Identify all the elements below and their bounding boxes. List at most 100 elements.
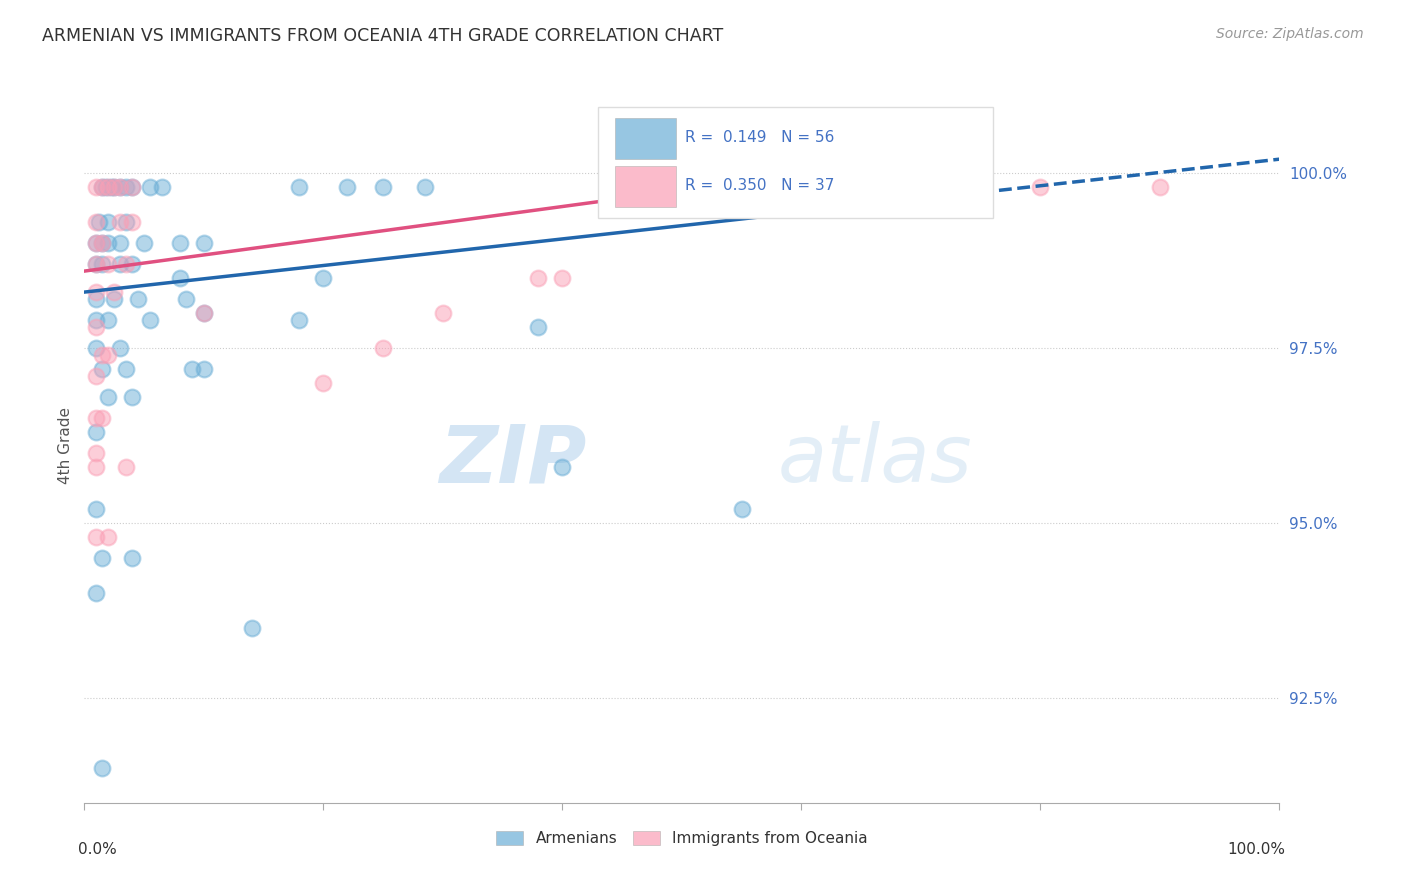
- Point: [551, 271, 574, 285]
- Point: [121, 180, 143, 194]
- Text: Source: ZipAtlas.com: Source: ZipAtlas.com: [1216, 27, 1364, 41]
- Point: [86, 257, 108, 271]
- Point: [97, 390, 120, 404]
- Point: [97, 530, 120, 544]
- Point: [110, 341, 132, 355]
- Point: [86, 502, 108, 516]
- Point: [373, 180, 395, 194]
- Point: [86, 425, 108, 439]
- Point: [181, 362, 204, 376]
- Point: [527, 320, 550, 334]
- Point: [193, 236, 215, 251]
- Point: [87, 215, 110, 229]
- Y-axis label: 4th Grade: 4th Grade: [58, 408, 73, 484]
- Point: [103, 292, 125, 306]
- Point: [103, 285, 125, 299]
- FancyBboxPatch shape: [614, 166, 676, 207]
- Point: [1029, 180, 1052, 194]
- Text: 100.0%: 100.0%: [1227, 842, 1285, 857]
- Point: [97, 180, 120, 194]
- Point: [86, 257, 108, 271]
- Point: [373, 341, 395, 355]
- Point: [86, 292, 108, 306]
- FancyBboxPatch shape: [614, 118, 676, 159]
- Point: [115, 215, 138, 229]
- Point: [91, 550, 114, 565]
- Text: R =  0.350   N = 37: R = 0.350 N = 37: [686, 178, 835, 193]
- Point: [312, 271, 335, 285]
- Point: [110, 180, 132, 194]
- Point: [336, 180, 359, 194]
- Point: [94, 180, 117, 194]
- Point: [91, 348, 114, 362]
- Point: [413, 180, 436, 194]
- Text: R =  0.149   N = 56: R = 0.149 N = 56: [686, 130, 835, 145]
- Point: [86, 460, 108, 475]
- Point: [115, 460, 138, 475]
- Point: [110, 236, 132, 251]
- Point: [86, 341, 108, 355]
- Point: [86, 236, 108, 251]
- Point: [97, 215, 120, 229]
- Point: [86, 530, 108, 544]
- Point: [115, 180, 138, 194]
- Point: [790, 180, 813, 194]
- Point: [100, 180, 122, 194]
- Point: [121, 180, 143, 194]
- Text: ARMENIAN VS IMMIGRANTS FROM OCEANIA 4TH GRADE CORRELATION CHART: ARMENIAN VS IMMIGRANTS FROM OCEANIA 4TH …: [42, 27, 724, 45]
- Text: atlas: atlas: [778, 421, 973, 500]
- Point: [86, 285, 108, 299]
- Point: [288, 180, 311, 194]
- Point: [86, 411, 108, 425]
- Point: [193, 306, 215, 320]
- Point: [527, 271, 550, 285]
- Point: [86, 180, 108, 194]
- Point: [86, 320, 108, 334]
- Point: [97, 257, 120, 271]
- Point: [551, 460, 574, 475]
- Point: [139, 313, 162, 327]
- Point: [91, 362, 114, 376]
- Point: [636, 180, 658, 194]
- Point: [174, 292, 197, 306]
- Point: [115, 362, 138, 376]
- Point: [86, 369, 108, 384]
- Point: [1149, 180, 1171, 194]
- Point: [127, 292, 149, 306]
- Point: [432, 306, 454, 320]
- Point: [169, 271, 191, 285]
- Point: [132, 236, 156, 251]
- Point: [110, 215, 132, 229]
- Text: ZIP: ZIP: [439, 421, 586, 500]
- Point: [312, 376, 335, 390]
- Point: [86, 215, 108, 229]
- Point: [103, 180, 125, 194]
- FancyBboxPatch shape: [599, 107, 993, 218]
- Point: [86, 586, 108, 600]
- Point: [86, 236, 108, 251]
- Point: [97, 236, 120, 251]
- Point: [86, 446, 108, 460]
- Point: [97, 313, 120, 327]
- Point: [121, 550, 143, 565]
- Point: [91, 236, 114, 251]
- Point: [139, 180, 162, 194]
- Point: [86, 313, 108, 327]
- Point: [91, 180, 114, 194]
- Point: [150, 180, 173, 194]
- Point: [731, 502, 754, 516]
- Point: [103, 180, 125, 194]
- Point: [97, 348, 120, 362]
- Point: [193, 306, 215, 320]
- Legend: Armenians, Immigrants from Oceania: Armenians, Immigrants from Oceania: [489, 825, 875, 852]
- Point: [91, 411, 114, 425]
- Point: [91, 180, 114, 194]
- Point: [115, 257, 138, 271]
- Point: [193, 362, 215, 376]
- Point: [91, 257, 114, 271]
- Point: [240, 621, 263, 635]
- Point: [121, 390, 143, 404]
- Point: [91, 761, 114, 775]
- Point: [121, 215, 143, 229]
- Point: [91, 236, 114, 251]
